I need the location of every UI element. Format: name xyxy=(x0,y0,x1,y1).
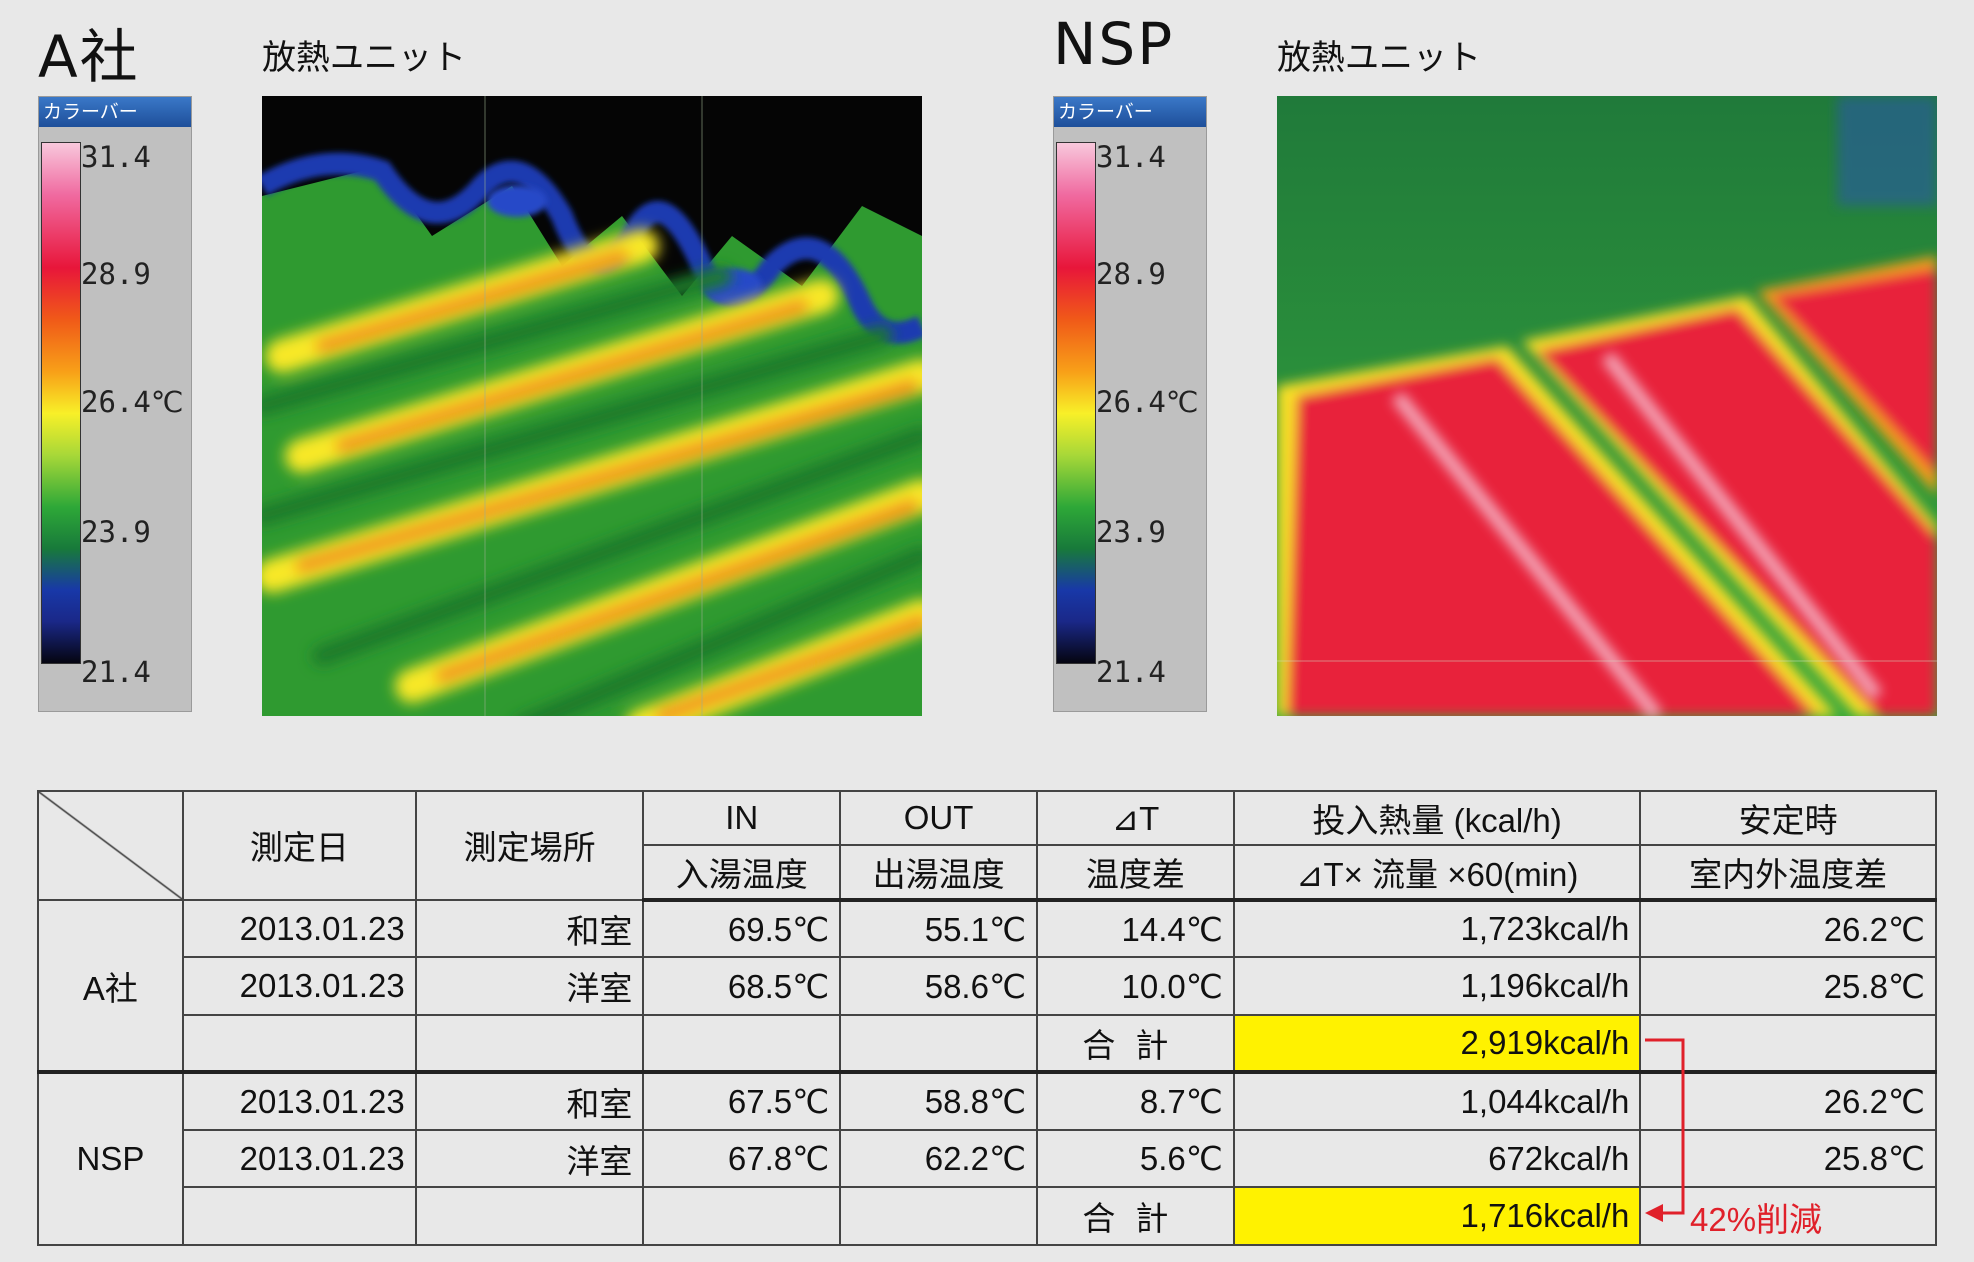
company-label: NSP xyxy=(1053,10,1175,78)
cell-heat: 1,723kcal/h xyxy=(1232,898,1642,959)
colorbar-tick: 21.4 xyxy=(1096,655,1166,689)
cell-place: 和室 xyxy=(414,898,645,959)
cell-stable: 25.8℃ xyxy=(1639,1128,1937,1189)
header-dt: ⊿T xyxy=(1036,789,1235,847)
total-label: 合計 xyxy=(1036,1186,1235,1246)
header-stable-sub: 室内外温度差 xyxy=(1639,844,1937,902)
header-heat: 投入熱量 (kcal/h) xyxy=(1232,789,1642,847)
cell-in: 67.5℃ xyxy=(642,1071,842,1131)
thermal-image-a xyxy=(262,96,922,716)
colorbar: カラーバー 31.4 28.9 26.4℃ 23.9 21.4 xyxy=(1053,96,1207,712)
colorbar: カラーバー 31.4 28.9 26.4℃ 23.9 21.4 xyxy=(38,96,192,712)
colorbar-tick: 26.4℃ xyxy=(81,385,184,419)
header-place: 測定場所 xyxy=(414,790,645,901)
data-table: 測定日 測定場所 IN OUT ⊿T 投入熱量 (kcal/h) 安定時 入湯温… xyxy=(37,789,1937,1246)
cell-out: 55.1℃ xyxy=(839,898,1039,959)
cell-heat: 1,044kcal/h xyxy=(1232,1071,1642,1131)
total-value: 2,919kcal/h xyxy=(1232,1013,1642,1075)
cell-date: 2013.01.23 xyxy=(181,1071,417,1131)
total-value: 1,716kcal/h xyxy=(1232,1186,1642,1246)
unit-label: 放熱ユニット xyxy=(262,38,466,78)
table-row: 2013.01.23 洋室 67.8℃ 62.2℃ 5.6℃ 672kcal/h… xyxy=(38,1128,1937,1189)
cell-heat: 672kcal/h xyxy=(1232,1128,1642,1189)
cell-place: 洋室 xyxy=(414,1128,645,1189)
cell-dt: 10.0℃ xyxy=(1036,956,1235,1016)
colorbar-gradient xyxy=(41,142,81,664)
colorbar-tick: 28.9 xyxy=(81,257,151,291)
header-out: OUT xyxy=(839,789,1039,847)
colorbar-tick: 31.4 xyxy=(1096,140,1166,174)
cell-place: 洋室 xyxy=(414,956,645,1016)
table-row: 2013.01.23 洋室 68.5℃ 58.6℃ 10.0℃ 1,196kca… xyxy=(38,956,1937,1016)
table-row: A社 2013.01.23 和室 69.5℃ 55.1℃ 14.4℃ 1,723… xyxy=(37,898,1937,1075)
cell-in: 67.8℃ xyxy=(642,1128,842,1189)
thermal-image-nsp xyxy=(1277,96,1937,716)
thermal-panel-a: A社 放熱ユニット カラーバー 31.4 28.9 26.4℃ 23.9 21.… xyxy=(0,0,960,740)
corner-cell xyxy=(37,790,184,901)
unit-label: 放熱ユニット xyxy=(1277,38,1481,78)
group-label: A社 xyxy=(37,898,184,1075)
cell-date: 2013.01.23 xyxy=(181,956,417,1016)
total-row: 合計 2,919kcal/h xyxy=(38,1013,1937,1075)
colorbar-tick: 26.4℃ xyxy=(1096,385,1199,419)
cell-dt: 8.7℃ xyxy=(1036,1071,1235,1131)
colorbar-tick: 31.4 xyxy=(81,140,151,174)
colorbar-title: カラーバー xyxy=(39,97,191,127)
total-label: 合計 xyxy=(1036,1013,1235,1075)
cell-out: 62.2℃ xyxy=(839,1128,1039,1189)
cell-dt: 5.6℃ xyxy=(1036,1128,1235,1189)
header-dt-sub: 温度差 xyxy=(1036,844,1235,902)
thermal-panel-nsp: NSP 放熱ユニット カラーバー 31.4 28.9 26.4℃ 23.9 21… xyxy=(1015,0,1974,740)
cell-stable: 26.2℃ xyxy=(1639,898,1937,959)
cell-date: 2013.01.23 xyxy=(181,1128,417,1189)
cell-in: 69.5℃ xyxy=(642,898,842,959)
colorbar-tick: 23.9 xyxy=(1096,515,1166,549)
header-date: 測定日 xyxy=(181,790,417,901)
cell-stable: 25.8℃ xyxy=(1639,956,1937,1016)
cell-out: 58.8℃ xyxy=(839,1071,1039,1131)
header-out-sub: 出湯温度 xyxy=(839,844,1039,902)
header-heat-sub: ⊿T× 流量 ×60(min) xyxy=(1232,844,1642,902)
reduction-note: 42%削減 xyxy=(1690,1201,1823,1238)
cell-place: 和室 xyxy=(414,1071,645,1131)
cell-dt: 14.4℃ xyxy=(1036,898,1235,959)
group-label: NSP xyxy=(37,1071,184,1246)
cell-stable: 26.2℃ xyxy=(1639,1071,1937,1131)
cell-date: 2013.01.23 xyxy=(181,898,417,959)
colorbar-tick: 28.9 xyxy=(1096,257,1166,291)
cell-out: 58.6℃ xyxy=(839,956,1039,1016)
company-label: A社 xyxy=(38,23,140,91)
cell-in: 68.5℃ xyxy=(642,956,842,1016)
header-in: IN xyxy=(642,789,842,847)
colorbar-gradient xyxy=(1056,142,1096,664)
colorbar-title: カラーバー xyxy=(1054,97,1206,127)
colorbar-tick: 23.9 xyxy=(81,515,151,549)
total-row: 合計 1,716kcal/h xyxy=(38,1186,1937,1246)
header-in-sub: 入湯温度 xyxy=(642,844,842,902)
table-row: NSP 2013.01.23 和室 67.5℃ 58.8℃ 8.7℃ 1,044… xyxy=(37,1071,1937,1246)
measurement-table: 測定日 測定場所 IN OUT ⊿T 投入熱量 (kcal/h) 安定時 入湯温… xyxy=(37,789,1937,1246)
header-stable: 安定時 xyxy=(1639,789,1937,847)
colorbar-tick: 21.4 xyxy=(81,655,151,689)
cell-heat: 1,196kcal/h xyxy=(1232,956,1642,1016)
